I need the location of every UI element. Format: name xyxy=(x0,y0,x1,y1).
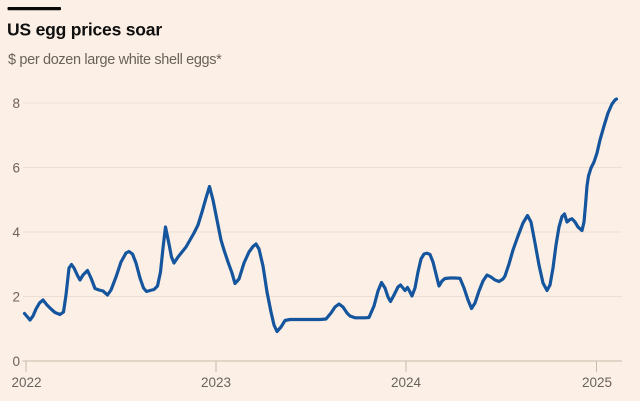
svg-text:2: 2 xyxy=(12,289,20,304)
svg-text:US egg prices soar: US egg prices soar xyxy=(7,20,162,40)
svg-text:0: 0 xyxy=(12,354,20,369)
svg-text:2022: 2022 xyxy=(11,375,41,390)
svg-text:8: 8 xyxy=(12,96,20,111)
svg-text:4: 4 xyxy=(12,225,20,240)
svg-text:6: 6 xyxy=(12,160,20,175)
svg-text:$ per dozen large white shell: $ per dozen large white shell eggs* xyxy=(8,52,222,68)
svg-text:2025: 2025 xyxy=(582,375,612,390)
svg-text:2024: 2024 xyxy=(391,375,422,390)
svg-text:2023: 2023 xyxy=(201,375,231,390)
